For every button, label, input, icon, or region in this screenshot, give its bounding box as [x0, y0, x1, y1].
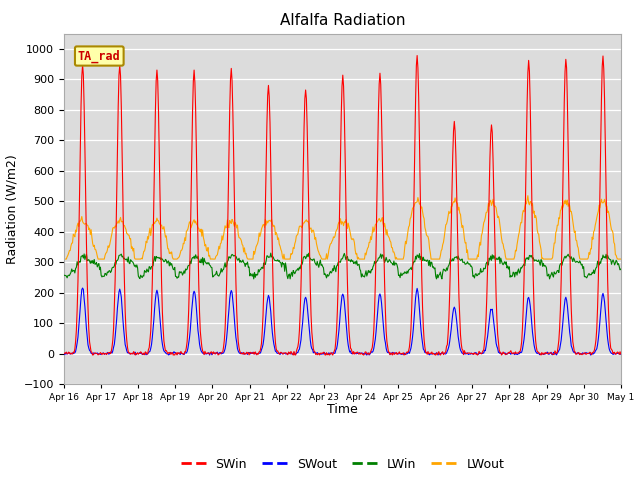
SWout — [185, 340, 193, 346]
SWin — [413, 53, 421, 59]
SWout — [60, 350, 68, 356]
LWout — [617, 256, 625, 262]
LWin — [412, 253, 419, 259]
SWin — [214, 352, 222, 358]
LWin — [214, 272, 221, 278]
LWout — [127, 245, 135, 251]
SWin — [60, 350, 68, 356]
SWin — [185, 308, 193, 313]
LWout — [410, 204, 418, 209]
SWout — [215, 351, 223, 357]
SWin — [128, 350, 136, 356]
X-axis label: Time: Time — [327, 403, 358, 417]
LWin — [127, 258, 135, 264]
SWout — [617, 351, 625, 357]
LWout — [214, 252, 221, 258]
SWout — [79, 285, 86, 291]
LWin — [60, 273, 68, 278]
LWout — [70, 232, 78, 238]
Line: LWout: LWout — [64, 196, 621, 259]
LWout — [524, 193, 532, 199]
LWin — [250, 276, 257, 282]
Text: TA_rad: TA_rad — [78, 49, 121, 63]
LWin — [617, 266, 625, 272]
SWin — [89, 352, 97, 358]
SWin — [617, 351, 625, 357]
Line: SWin: SWin — [64, 56, 621, 355]
Y-axis label: Radiation (W/m2): Radiation (W/m2) — [5, 154, 19, 264]
LWin — [267, 250, 275, 256]
SWin — [428, 349, 436, 355]
SWout — [128, 350, 136, 356]
LWin — [184, 263, 192, 269]
SWout — [70, 350, 78, 356]
LWin — [428, 260, 436, 265]
Line: LWin: LWin — [64, 253, 621, 279]
SWout — [205, 352, 213, 358]
LWout — [60, 256, 68, 262]
LWin — [70, 267, 78, 273]
Line: SWout: SWout — [64, 288, 621, 355]
LWout — [426, 250, 434, 255]
SWout — [428, 351, 436, 357]
SWin — [411, 139, 419, 144]
LWout — [184, 226, 192, 232]
Title: Alfalfa Radiation: Alfalfa Radiation — [280, 13, 405, 28]
Legend: SWin, SWout, LWin, LWout: SWin, SWout, LWin, LWout — [175, 453, 509, 476]
SWout — [412, 295, 419, 301]
SWin — [70, 350, 78, 356]
